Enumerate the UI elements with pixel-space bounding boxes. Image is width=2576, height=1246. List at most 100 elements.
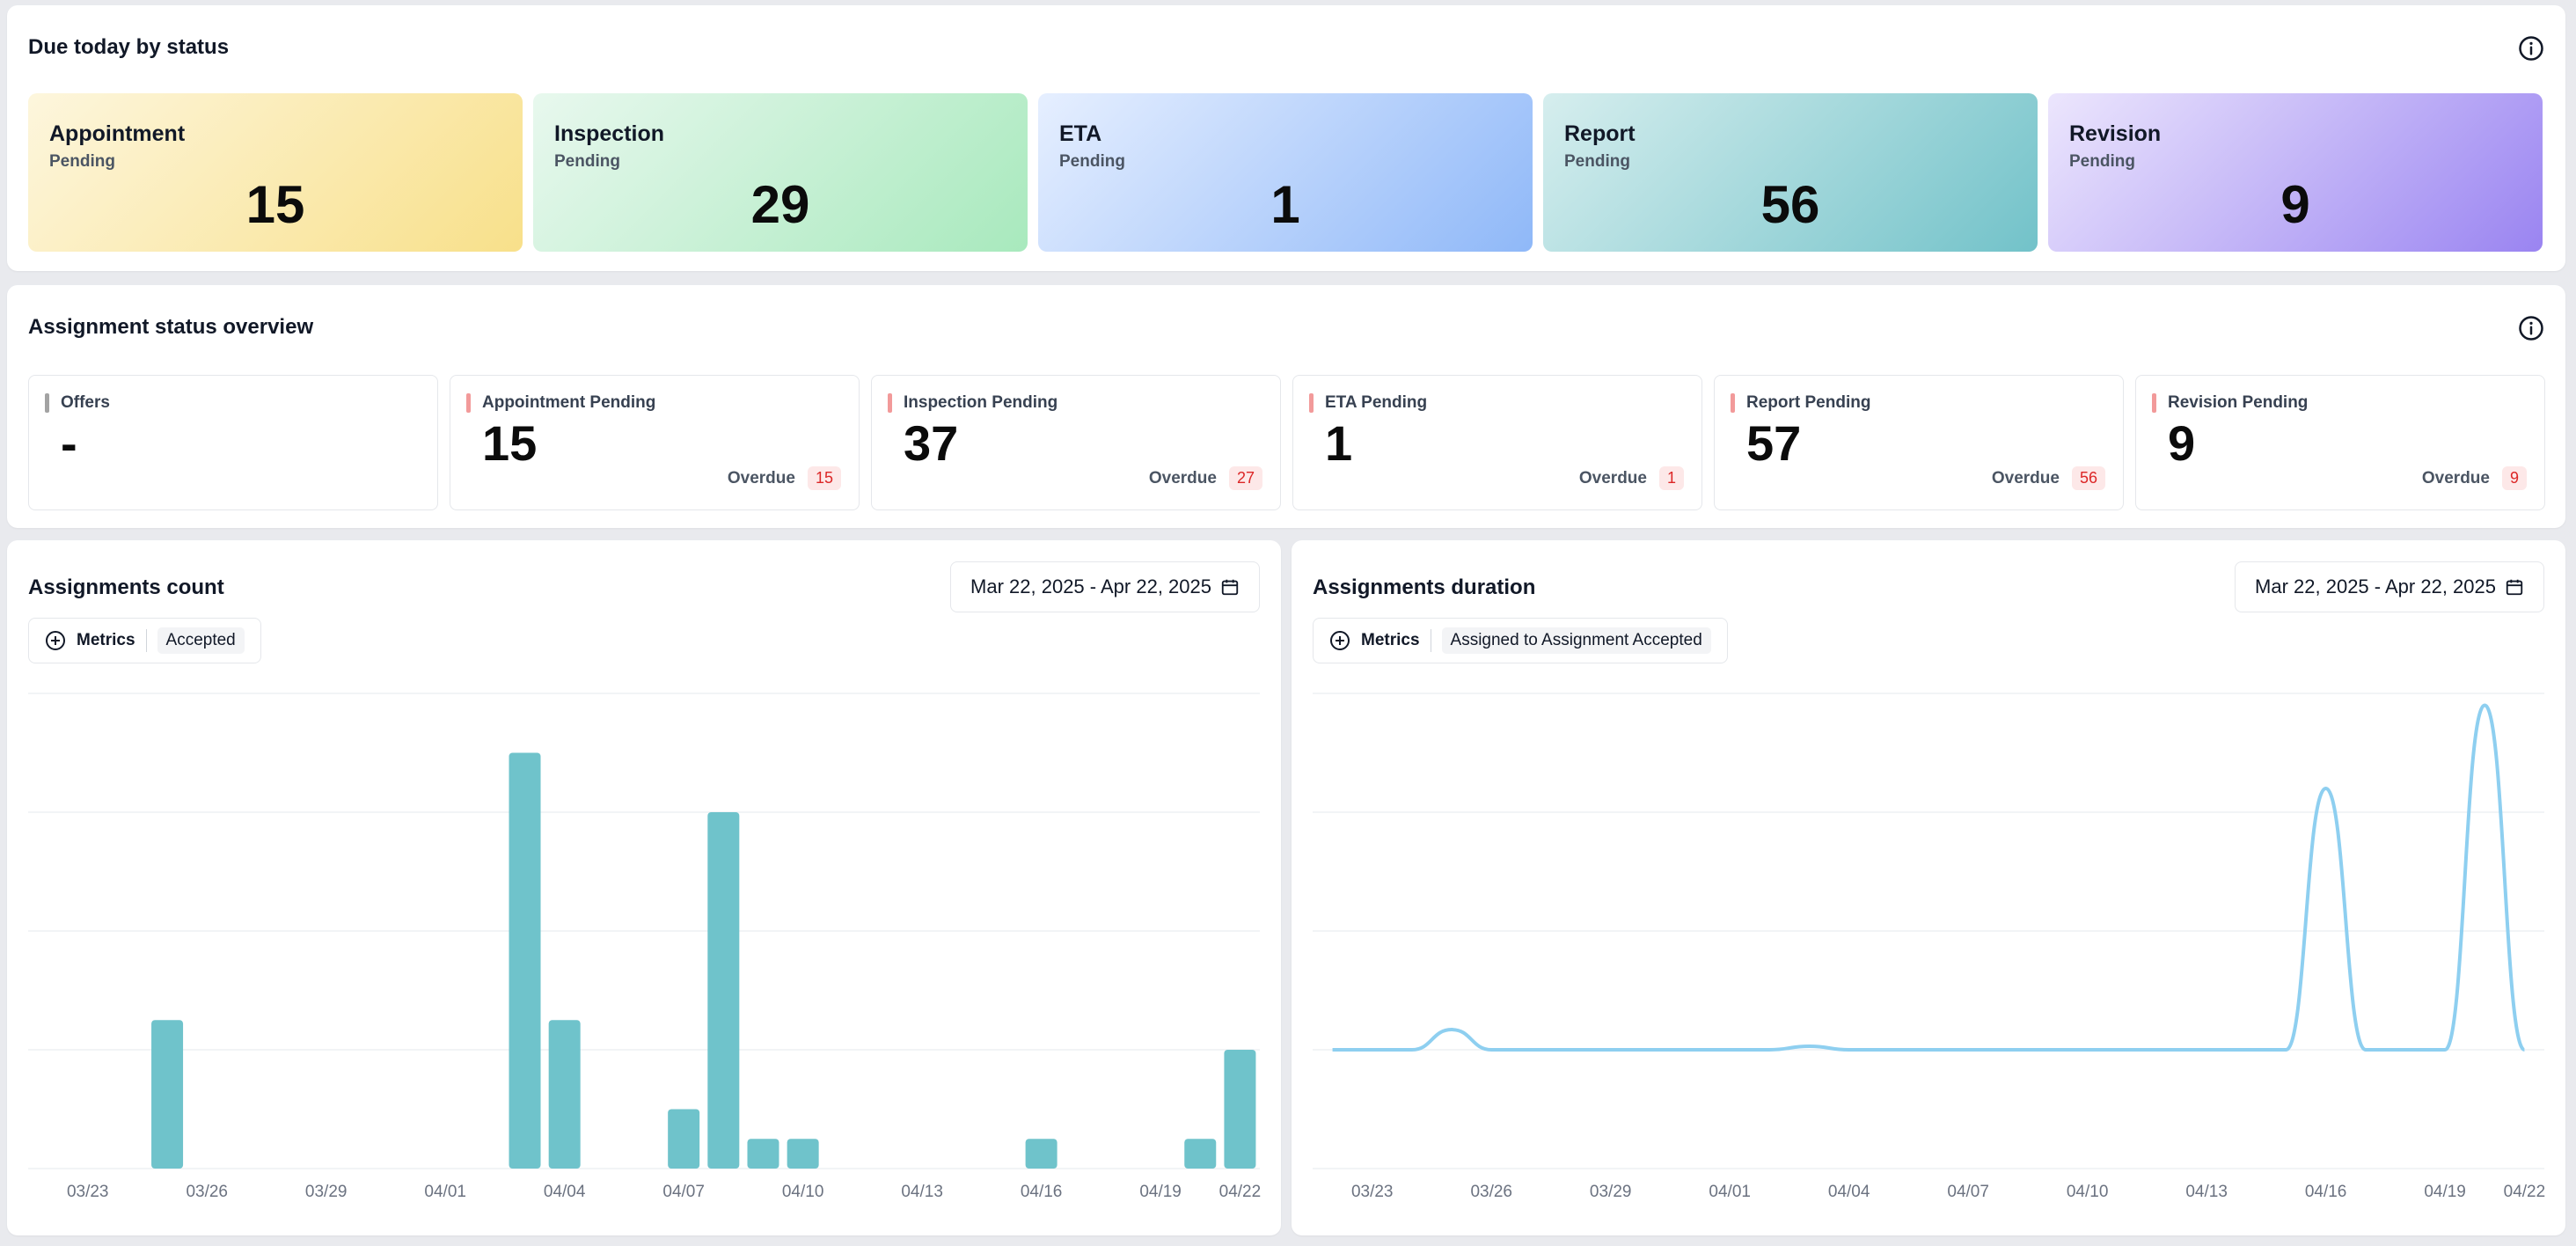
- overdue-badge: 15: [807, 466, 841, 490]
- x-tick-label: 04/13: [2185, 1183, 2228, 1201]
- x-tick-label: 04/10: [782, 1183, 824, 1201]
- calendar-icon: [1221, 579, 1239, 596]
- x-tick-label: 03/29: [305, 1183, 348, 1201]
- metrics-label: Metrics: [77, 631, 135, 649]
- status-bar: [466, 393, 471, 413]
- divider: [145, 629, 147, 652]
- status-bar: [1731, 393, 1735, 413]
- x-tick-label: 03/23: [1351, 1183, 1394, 1201]
- metrics-filter[interactable]: Metrics Accepted: [28, 618, 261, 663]
- bar[interactable]: [1224, 1050, 1256, 1169]
- x-tick-label: 03/23: [67, 1183, 109, 1201]
- status-bar: [45, 393, 49, 413]
- date-range-text: Mar 22, 2025 - Apr 22, 2025: [970, 575, 1211, 597]
- date-range-text: Mar 22, 2025 - Apr 22, 2025: [2255, 575, 2496, 597]
- due-card-value: 1: [1270, 175, 1300, 234]
- overview-card-value: 9: [2168, 415, 2196, 471]
- overdue-label: Overdue: [2421, 468, 2490, 487]
- due-card-appointment[interactable]: Appointment Pending 15: [28, 93, 523, 252]
- metrics-filter[interactable]: Metrics Assigned to Assignment Accepted: [1313, 618, 1728, 663]
- overview-panel: Assignment status overview Offers - Appoin…: [7, 285, 2565, 528]
- x-tick-label: 04/10: [2067, 1183, 2109, 1201]
- bar[interactable]: [787, 1139, 819, 1169]
- due-card-label: Inspection: [554, 121, 665, 146]
- x-tick-label: 03/29: [1590, 1183, 1632, 1201]
- x-tick-label: 04/19: [1139, 1183, 1182, 1201]
- overdue-label: Overdue: [727, 468, 795, 487]
- overdue-group: Overdue 56: [1992, 466, 2105, 490]
- due-card-sub: Pending: [1564, 152, 1630, 171]
- overview-card-value: 57: [1746, 415, 1802, 471]
- due-card-revision[interactable]: Revision Pending 9: [2048, 93, 2543, 252]
- due-card-value: 9: [2280, 175, 2310, 234]
- due-card-inspection[interactable]: Inspection Pending 29: [533, 93, 1028, 252]
- due-card-sub: Pending: [554, 152, 620, 171]
- overview-card-value: 37: [904, 415, 959, 471]
- due-card-label: Report: [1564, 121, 1636, 146]
- metric-chip[interactable]: Assigned to Assignment Accepted: [1441, 627, 1711, 654]
- date-range-picker[interactable]: Mar 22, 2025 - Apr 22, 2025: [2235, 561, 2544, 612]
- x-tick-label: 04/13: [901, 1183, 943, 1201]
- overview-card-label: Inspection Pending: [904, 393, 1058, 412]
- overview-card-report-pending[interactable]: Report Pending 57 Overdue 56: [1714, 375, 2124, 510]
- overview-card-inspection-pending[interactable]: Inspection Pending 37 Overdue 27: [871, 375, 1281, 510]
- bar[interactable]: [1025, 1139, 1057, 1169]
- overview-card-label: Appointment Pending: [482, 393, 656, 412]
- overview-card-eta-pending[interactable]: ETA Pending 1 Overdue 1: [1292, 375, 1702, 510]
- due-card-value: 56: [1760, 175, 1820, 234]
- due-card-sub: Pending: [2069, 152, 2135, 171]
- info-icon[interactable]: [2518, 35, 2544, 62]
- overdue-label: Overdue: [1578, 468, 1647, 487]
- x-tick-label: 03/26: [186, 1183, 228, 1201]
- due-card-eta[interactable]: ETA Pending 1: [1038, 93, 1533, 252]
- due-today-panel: Due today by status Appointment Pending 15…: [7, 5, 2565, 271]
- assignments-duration-panel: Assignments duration Mar 22, 2025 - Apr …: [1292, 540, 2565, 1235]
- date-range-picker[interactable]: Mar 22, 2025 - Apr 22, 2025: [950, 561, 1260, 612]
- bar[interactable]: [747, 1139, 779, 1169]
- x-tick-label: 04/07: [662, 1183, 705, 1201]
- x-tick-label: 04/16: [1021, 1183, 1063, 1201]
- assignments-count-panel: Assignments count Mar 22, 2025 - Apr 22,…: [7, 540, 1281, 1235]
- bar[interactable]: [509, 752, 541, 1169]
- bar[interactable]: [707, 812, 740, 1169]
- due-card-label: Appointment: [49, 121, 186, 146]
- bar[interactable]: [668, 1109, 700, 1169]
- overview-card-label: Offers: [61, 393, 110, 412]
- x-tick-label: 03/26: [1470, 1183, 1512, 1201]
- overdue-group: Overdue 15: [728, 466, 841, 490]
- overview-card-value: 15: [482, 415, 538, 471]
- overdue-group: Overdue 27: [1149, 466, 1262, 490]
- status-bar: [2152, 393, 2156, 413]
- bar[interactable]: [1184, 1139, 1217, 1169]
- x-tick-label: 04/01: [424, 1183, 466, 1201]
- calendar-icon: [2506, 579, 2523, 596]
- bar[interactable]: [151, 1020, 184, 1169]
- x-tick-label: 04/04: [544, 1183, 586, 1201]
- due-card-sub: Pending: [49, 152, 115, 171]
- overdue-badge: 27: [1228, 466, 1262, 490]
- overdue-badge: 1: [1658, 466, 1684, 490]
- overdue-badge: 56: [2071, 466, 2105, 490]
- overview-card-revision-pending[interactable]: Revision Pending 9 Overdue 9: [2135, 375, 2545, 510]
- assignments-count-chart: 03/23 03/26 03/29 04/01 04/04 04/07 04/10 04/13…: [28, 693, 1262, 1201]
- assignments-duration-chart: 03/23 03/26 03/29 04/01 04/04 04/07 04/10 04/13…: [1313, 693, 2545, 1201]
- series-line[interactable]: [1332, 703, 2527, 1052]
- overview-card-value: -: [61, 415, 77, 471]
- metric-chip[interactable]: Accepted: [157, 627, 245, 654]
- plus-circle-icon: [1330, 631, 1350, 650]
- status-bar: [888, 393, 892, 413]
- overview-title: Assignment status overview: [28, 315, 314, 339]
- info-icon[interactable]: [2518, 315, 2544, 341]
- due-card-label: Revision: [2069, 121, 2162, 146]
- x-tick-label: 04/04: [1828, 1183, 1870, 1201]
- due-card-report[interactable]: Report Pending 56: [1543, 93, 2038, 252]
- overview-card-label: Report Pending: [1746, 393, 1871, 412]
- bar[interactable]: [548, 1020, 581, 1169]
- overdue-badge: 9: [2501, 466, 2527, 490]
- overview-card-appointment-pending[interactable]: Appointment Pending 15 Overdue 15: [450, 375, 860, 510]
- x-tick-label: 04/22: [1219, 1183, 1262, 1201]
- assignments-duration-title: Assignments duration: [1313, 575, 1536, 599]
- overview-card-offers[interactable]: Offers -: [28, 375, 438, 510]
- overview-card-value: 1: [1325, 415, 1353, 471]
- metrics-label: Metrics: [1361, 631, 1420, 649]
